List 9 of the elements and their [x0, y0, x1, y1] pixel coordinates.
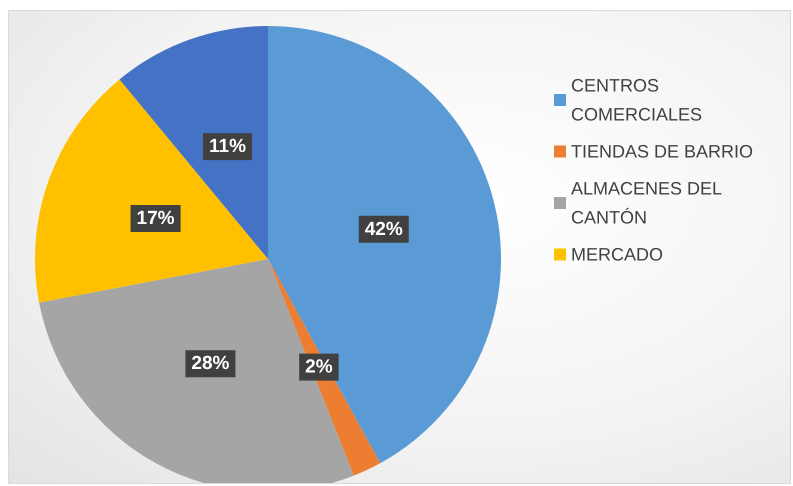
- legend-label: MERCADO: [571, 244, 664, 264]
- data-label: 17%: [136, 208, 175, 230]
- data-label: 2%: [305, 356, 333, 378]
- legend-label: TIENDAS DE BARRIO: [571, 142, 754, 162]
- legend-label: ALMACENES DEL CANTÓN: [571, 178, 726, 228]
- data-label: 11%: [209, 136, 246, 158]
- legend-label: CENTROS COMERCIALES: [571, 76, 702, 124]
- data-label: 42%: [364, 218, 403, 240]
- data-label: 28%: [191, 353, 230, 374]
